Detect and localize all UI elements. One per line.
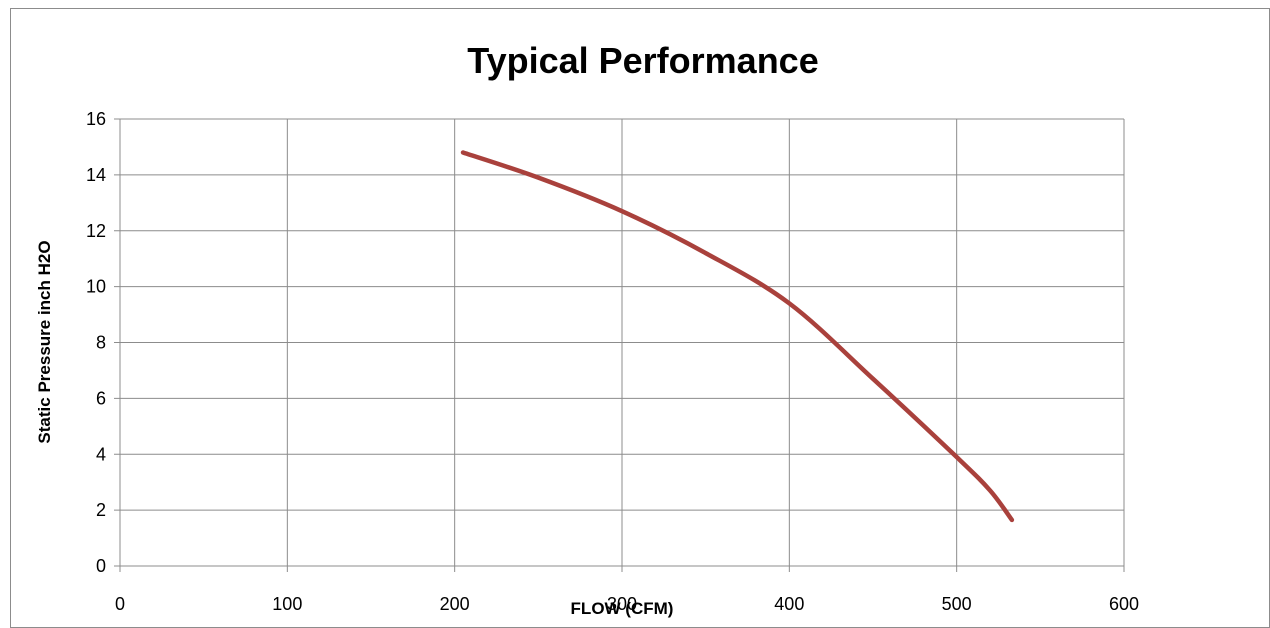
- chart-title: Typical Performance: [467, 40, 818, 81]
- y-tick-label: 8: [96, 333, 106, 353]
- x-axis-label: FLOW (CFM): [571, 599, 674, 618]
- y-tick-label: 14: [86, 165, 106, 185]
- x-tick-label: 500: [942, 594, 972, 614]
- series-line: [460, 150, 1015, 523]
- y-tick-label: 10: [86, 277, 106, 297]
- x-tick-label: 200: [440, 594, 470, 614]
- grid-lines: [114, 118, 1125, 572]
- x-tick-label: 0: [115, 594, 125, 614]
- x-tick-label: 300: [607, 594, 637, 614]
- y-tick-label: 4: [96, 444, 106, 464]
- y-tick-label: 0: [96, 556, 106, 576]
- y-tick-label: 6: [96, 388, 106, 408]
- series-lines: [460, 150, 1015, 523]
- y-tick-label: 2: [96, 500, 106, 520]
- x-tick-label: 400: [774, 594, 804, 614]
- y-axis-label: Static Pressure inch H2O: [35, 240, 54, 443]
- x-tick-label: 600: [1109, 594, 1139, 614]
- tick-labels: 0 2 4 6 8 10 12 14 16 0 100 200 300 400 500 600: [86, 109, 1139, 614]
- y-tick-label: 16: [86, 109, 106, 129]
- chart-frame: [10, 8, 1270, 628]
- y-tick-label: 12: [86, 221, 106, 241]
- x-tick-label: 100: [272, 594, 302, 614]
